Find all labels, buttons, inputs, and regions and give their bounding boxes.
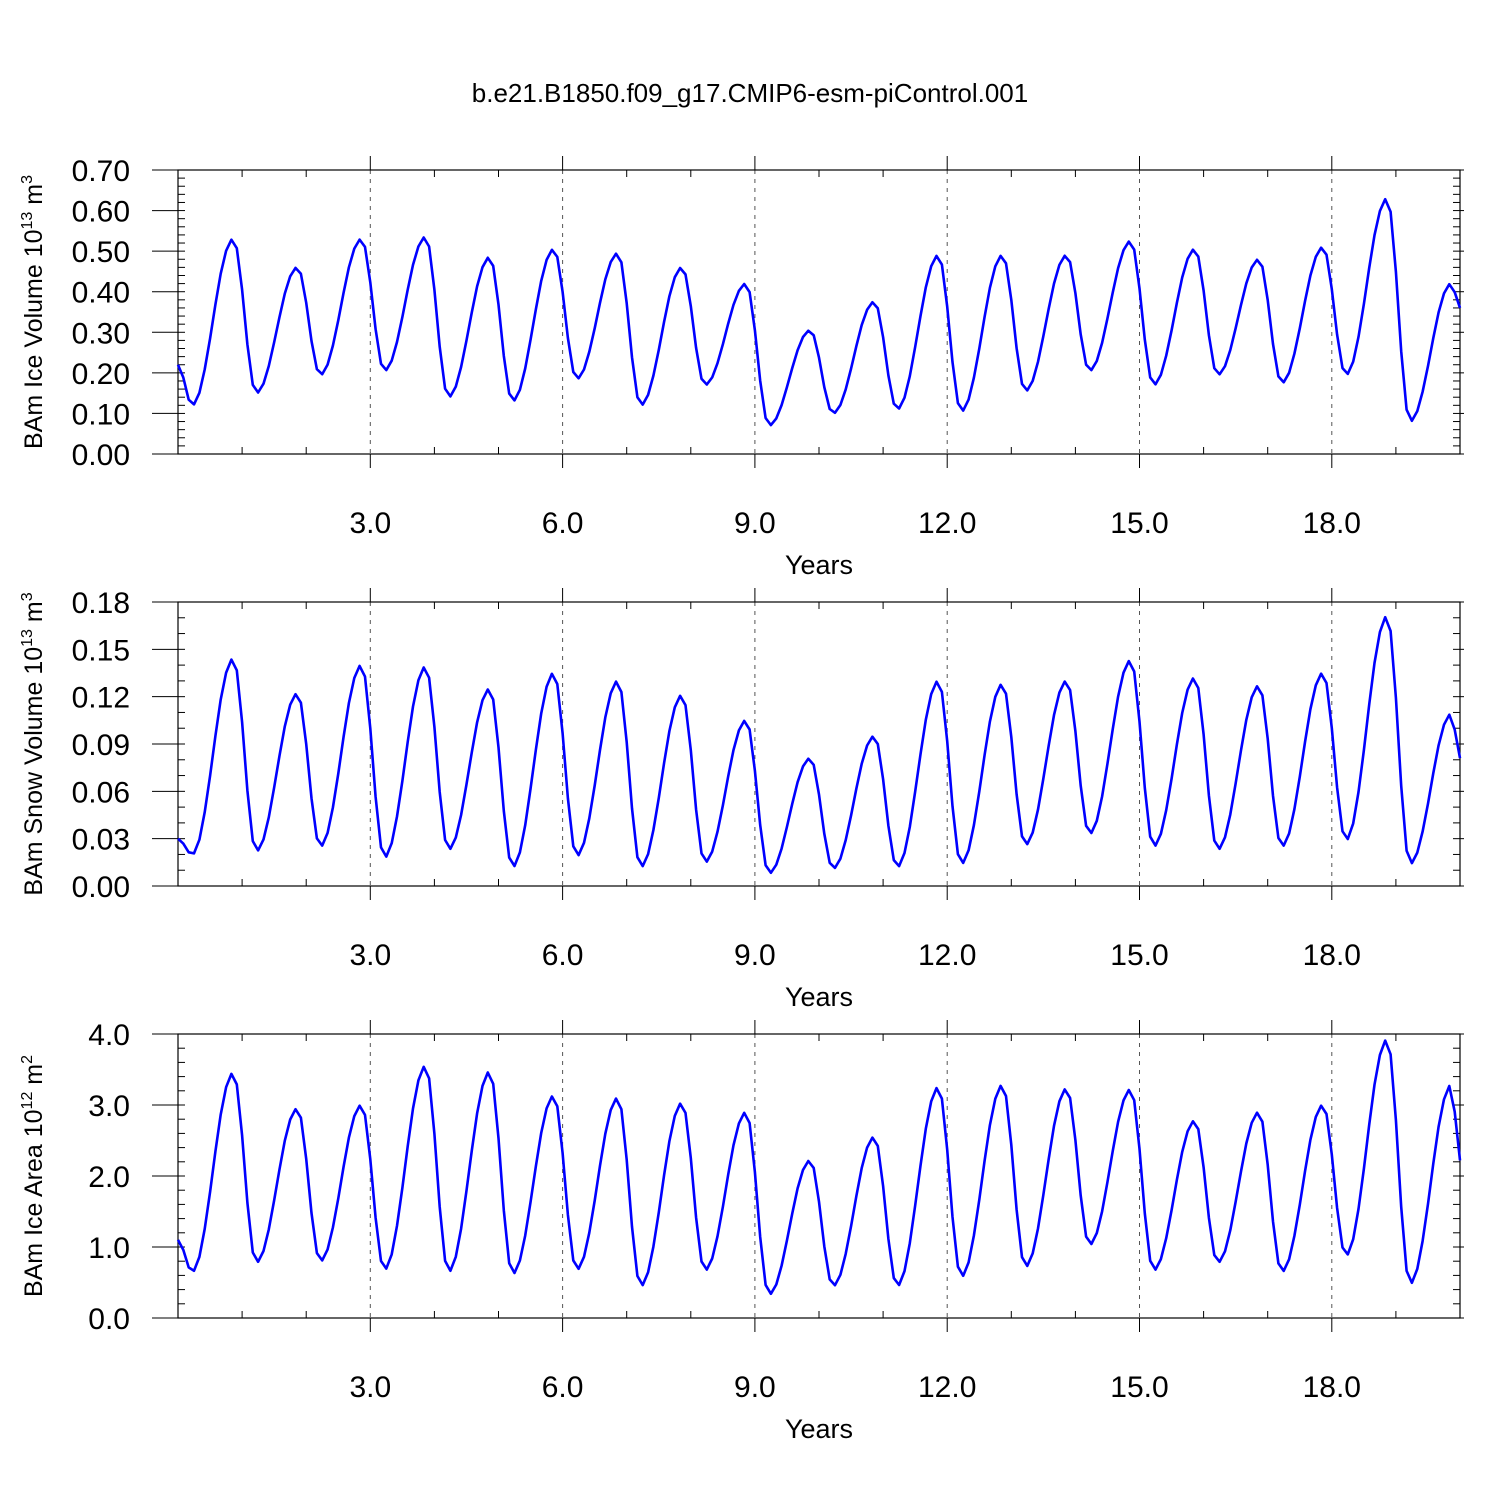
x-tick-label: 18.0	[1303, 1371, 1361, 1404]
x-tick-label: 9.0	[734, 1371, 776, 1404]
y-tick-label: 1.0	[88, 1232, 130, 1265]
y-tick-label: 0.30	[72, 317, 130, 350]
y-tick-label: 0.00	[72, 439, 130, 472]
y-tick-label: 0.0	[88, 1303, 130, 1336]
series-line	[177, 615, 1462, 875]
chart-panel-1: 3.0 6.0 9.0 12.0 15.0 18.0 Years 0.00 0.10 0.20 0.…	[19, 155, 1464, 580]
y-tick-label: 0.18	[72, 587, 130, 620]
x-tick-label: 18.0	[1303, 507, 1361, 540]
x-tick-label: 9.0	[734, 507, 776, 540]
series-line	[176, 1039, 1462, 1296]
plot-frame	[177, 169, 1461, 455]
x-tick-label: 3.0	[349, 507, 391, 540]
y-tick-label: 0.70	[72, 155, 130, 188]
x-tick-label: 18.0	[1303, 939, 1361, 972]
chart-panel-3: 3.0 6.0 9.0 12.0 15.0 18.0 Years 0.0 1.0 2.0 3.0 4.…	[19, 1019, 1464, 1444]
y-axis-label: BAm Ice Area 1012 m2	[19, 1055, 48, 1297]
y-tick-label: 4.0	[88, 1019, 130, 1052]
y-tick-label: 0.15	[72, 634, 130, 667]
y-tick-label: 0.60	[72, 196, 130, 229]
x-tick-label: 15.0	[1110, 507, 1168, 540]
x-tick-label: 12.0	[918, 1371, 976, 1404]
x-tick-label: 12.0	[918, 939, 976, 972]
y-axis-label: BAm Ice Volume 1013 m3	[19, 175, 48, 449]
y-tick-label: 0.10	[72, 398, 130, 431]
x-axis-label: Years	[785, 1414, 853, 1444]
series-line	[176, 197, 1462, 427]
x-tick-label: 15.0	[1110, 939, 1168, 972]
y-tick-label: 0.20	[72, 358, 130, 391]
y-tick-label: 0.06	[72, 776, 130, 809]
x-axis-label: Years	[785, 982, 853, 1012]
page-title: b.e21.B1850.f09_g17.CMIP6-esm-piControl.…	[471, 78, 1029, 108]
y-tick-label: 2.0	[88, 1161, 130, 1194]
x-tick-label: 3.0	[349, 939, 391, 972]
y-tick-label: 0.00	[72, 871, 130, 904]
x-tick-label: 15.0	[1110, 1371, 1168, 1404]
x-tick-label: 3.0	[349, 1371, 391, 1404]
x-tick-label: 6.0	[542, 939, 584, 972]
y-tick-label: 0.50	[72, 236, 130, 269]
x-tick-label: 12.0	[918, 507, 976, 540]
y-tick-label: 0.03	[72, 824, 130, 857]
y-tick-label: 0.12	[72, 682, 130, 715]
x-axis-label: Years	[785, 550, 853, 580]
x-tick-label: 9.0	[734, 939, 776, 972]
y-axis-label: BAm Snow Volume 1013 m3	[19, 592, 48, 895]
x-tick-label: 6.0	[542, 1371, 584, 1404]
y-tick-label: 3.0	[88, 1090, 130, 1123]
y-tick-label: 0.40	[72, 277, 130, 310]
y-tick-label: 0.09	[72, 729, 130, 762]
chart-panel-2: 3.0 6.0 9.0 12.0 15.0 18.0 Years 0.00 0.03 0.06 0.…	[19, 587, 1464, 1012]
x-tick-label: 6.0	[542, 507, 584, 540]
